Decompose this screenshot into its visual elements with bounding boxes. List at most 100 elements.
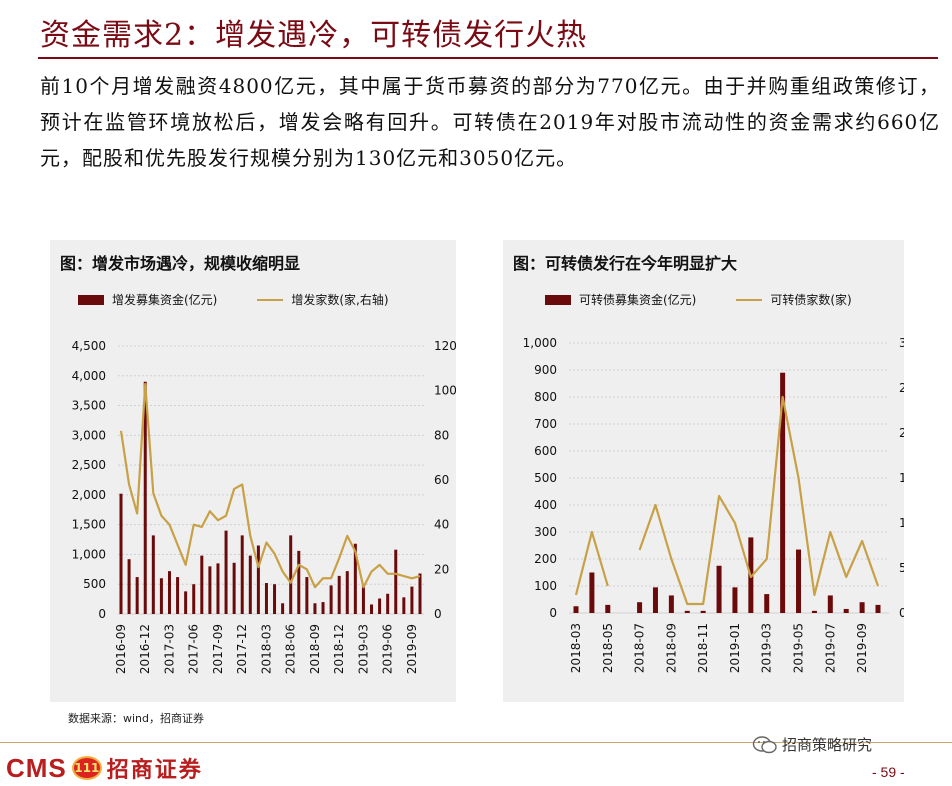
lead-paragraph: 前10个月增发融资4800亿元，其中属于货币募资的部分为770亿元。由于并购重组… (40, 74, 940, 170)
x-tick-label: 2018-05 (601, 623, 615, 673)
bar (386, 593, 390, 614)
legend-bar-swatch (545, 294, 571, 305)
y-left-tick-label: 700 (534, 417, 557, 431)
bar (410, 586, 414, 614)
bar (119, 493, 123, 614)
bar (875, 604, 881, 613)
bar (200, 555, 204, 614)
x-tick-label: 2018-07 (633, 623, 647, 673)
y-left-tick-label: 600 (534, 444, 557, 458)
chart-panel-left: 图：增发市场遇冷，规模收缩明显 增发募集资金(亿元) 增发家数(家,右轴) 4,… (50, 240, 456, 702)
bar (273, 584, 277, 614)
legend-bar-label: 可转债募集资金(亿元) (579, 293, 697, 307)
bar (248, 555, 252, 614)
y-left-tick-label: 300 (534, 525, 557, 539)
series-line (574, 530, 609, 596)
y-left-tick-label: 0 (549, 606, 557, 620)
x-tick-label: 2018-03 (259, 624, 273, 674)
bar (700, 610, 706, 613)
bar (151, 535, 155, 614)
bar (796, 549, 802, 613)
x-tick-label: 2018-06 (284, 624, 298, 674)
x-tick-label: 2018-11 (696, 623, 710, 673)
bar (732, 587, 738, 613)
x-tick-label: 2019-03 (356, 624, 370, 674)
y-right-tick-label: 20 (899, 426, 904, 440)
bar (224, 530, 228, 614)
bar (321, 602, 325, 614)
bar (843, 608, 849, 613)
x-tick-label: 2019-03 (760, 623, 774, 673)
bar (159, 578, 163, 614)
bar (305, 577, 309, 614)
y-right-tick-label: 100 (434, 384, 456, 398)
y-left-tick-label: 500 (534, 471, 557, 485)
bar (573, 606, 579, 613)
bar (184, 591, 188, 614)
x-tick-label: 2019-01 (728, 623, 742, 673)
y-right-tick-label: 10 (899, 516, 904, 530)
x-tick-label: 2016-12 (138, 624, 152, 674)
bar (418, 573, 422, 614)
bar (337, 575, 341, 614)
bar (764, 594, 770, 613)
y-right-tick-label: 5 (899, 561, 904, 575)
chart-title: 图：增发市场遇冷，规模收缩明显 (60, 254, 301, 273)
title-divider (38, 57, 938, 59)
x-tick-label: 2019-09 (855, 623, 869, 673)
legend-bar-label: 增发募集资金(亿元) (112, 293, 218, 307)
brand-badge: 111 (71, 756, 102, 780)
y-right-tick-label: 20 (434, 562, 449, 576)
bar (652, 587, 658, 613)
y-left-tick-label: 900 (534, 363, 557, 377)
y-right-tick-label: 15 (899, 471, 904, 485)
bar (256, 545, 260, 614)
bar (827, 595, 833, 613)
bar (684, 610, 690, 613)
x-tick-label: 2018-03 (569, 623, 583, 673)
y-right-tick-label: 25 (899, 381, 904, 395)
wechat-watermark: 招商策略研究 (752, 734, 872, 755)
y-left-tick-label: 3,000 (72, 428, 106, 442)
y-left-tick-label: 400 (534, 498, 557, 512)
bar (402, 597, 406, 614)
bar (361, 584, 365, 614)
y-left-tick-label: 0 (98, 607, 106, 621)
bar (353, 543, 357, 614)
y-left-tick-label: 1,000 (72, 547, 106, 561)
y-right-tick-label: 80 (434, 428, 449, 442)
chart-legend: 可转债募集资金(亿元) 可转债家数(家) (545, 291, 852, 308)
wechat-account: 招商策略研究 (782, 736, 873, 754)
bar (313, 603, 317, 614)
y-left-tick-label: 1,500 (72, 518, 106, 532)
bar (176, 577, 180, 614)
x-tick-label: 2018-09 (664, 623, 678, 673)
page-title: 资金需求2：增发遇冷，可转债发行火热 (40, 18, 588, 53)
chart-legend: 增发募集资金(亿元) 增发家数(家,右轴) (78, 291, 389, 308)
y-left-tick-label: 500 (83, 577, 106, 591)
bar (589, 572, 595, 613)
y-left-tick-label: 200 (534, 552, 557, 566)
data-source: 数据来源：wind，招商证券 (68, 712, 205, 725)
brand-en: CMS (6, 752, 67, 783)
bar (264, 583, 268, 614)
y-right-tick-label: 120 (434, 339, 456, 353)
x-tick-label: 2017-03 (162, 624, 176, 674)
bar (329, 585, 333, 614)
y-left-tick-label: 3,500 (72, 399, 106, 413)
legend-bar-swatch (78, 294, 104, 305)
bar (143, 381, 147, 614)
x-tick-label: 2019-05 (792, 623, 806, 673)
legend-line-label: 可转债家数(家) (770, 293, 852, 307)
legend-line-swatch (257, 298, 284, 301)
x-tick-label: 2018-09 (308, 624, 322, 674)
bar (668, 595, 674, 613)
bar (297, 550, 301, 614)
series-line (119, 382, 421, 589)
y-right-tick-label: 60 (434, 473, 449, 487)
bar (167, 571, 171, 614)
x-tick-label: 2017-12 (235, 624, 249, 674)
y-right-tick-label: 40 (434, 518, 449, 532)
x-tick-label: 2019-06 (381, 624, 395, 674)
bar (208, 566, 212, 614)
